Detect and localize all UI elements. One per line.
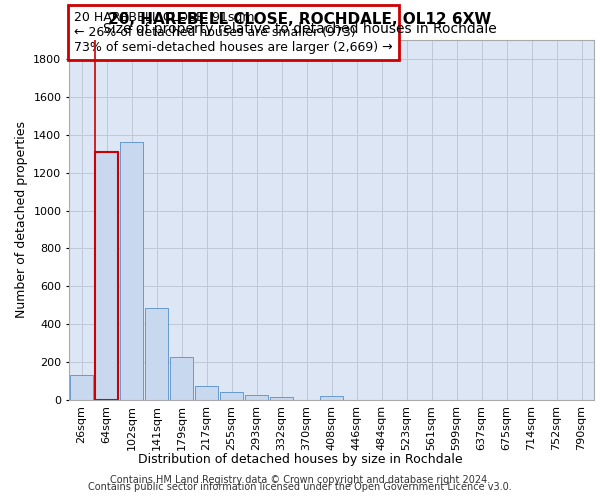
Text: Contains HM Land Registry data © Crown copyright and database right 2024.: Contains HM Land Registry data © Crown c…	[110, 475, 490, 485]
Bar	[270, 398, 293, 400]
Text: 20 HAREBELL CLOSE: 91sqm
← 26% of detached houses are smaller (973)
73% of semi-: 20 HAREBELL CLOSE: 91sqm ← 26% of detach…	[74, 11, 393, 54]
Bar	[220, 392, 243, 400]
Text: Distribution of detached houses by size in Rochdale: Distribution of detached houses by size …	[137, 453, 463, 466]
Text: 20, HAREBELL CLOSE, ROCHDALE, OL12 6XW: 20, HAREBELL CLOSE, ROCHDALE, OL12 6XW	[109, 12, 491, 28]
Y-axis label: Number of detached properties: Number of detached properties	[14, 122, 28, 318]
Bar	[245, 394, 268, 400]
Bar	[70, 376, 93, 400]
Bar	[195, 386, 218, 400]
Bar	[145, 308, 168, 400]
Text: Contains public sector information licensed under the Open Government Licence v3: Contains public sector information licen…	[88, 482, 512, 492]
Bar	[170, 358, 193, 400]
Text: Size of property relative to detached houses in Rochdale: Size of property relative to detached ho…	[103, 22, 497, 36]
Bar	[95, 152, 118, 400]
Bar	[320, 396, 343, 400]
Bar	[120, 142, 143, 400]
